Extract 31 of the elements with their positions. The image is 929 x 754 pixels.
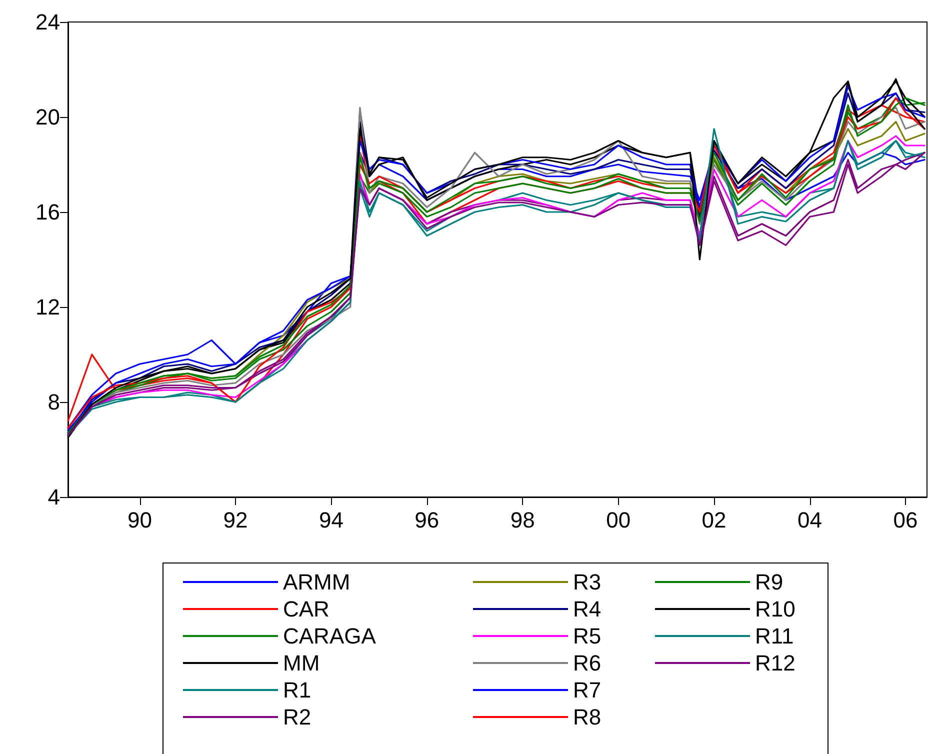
legend-label: R9 bbox=[755, 570, 784, 594]
x-tick-label: 96 bbox=[414, 508, 440, 532]
x-tick-label: 92 bbox=[223, 508, 248, 532]
legend-label: CARAGA bbox=[283, 624, 376, 648]
x-tick-label: 06 bbox=[893, 508, 918, 532]
legend-label: R8 bbox=[573, 704, 602, 730]
legend-label: R10 bbox=[755, 596, 796, 622]
x-tick-label: 94 bbox=[318, 508, 344, 532]
x-tick-label: 98 bbox=[510, 508, 535, 532]
x-tick-label: 90 bbox=[128, 508, 152, 532]
legend-label: CAR bbox=[283, 596, 330, 622]
legend-label: MM bbox=[283, 650, 320, 676]
x-tick-label: 00 bbox=[606, 508, 631, 532]
legend-label: R5 bbox=[573, 624, 602, 648]
y-tick-label: 16 bbox=[36, 200, 60, 224]
legend-label: R11 bbox=[755, 624, 794, 648]
x-tick-label: 04 bbox=[798, 508, 822, 532]
legend-label: R3 bbox=[573, 570, 602, 594]
legend-label: R7 bbox=[573, 678, 602, 702]
y-tick-label: 20 bbox=[36, 104, 60, 130]
legend-label: R4 bbox=[573, 596, 602, 622]
legend-label: R2 bbox=[283, 704, 312, 730]
legend-label: R12 bbox=[755, 650, 796, 676]
legend-label: R1 bbox=[283, 678, 312, 702]
x-tick-label: 02 bbox=[702, 508, 726, 532]
y-tick-label: 12 bbox=[36, 294, 60, 320]
y-tick-label: 24 bbox=[36, 10, 60, 34]
y-tick-label: 8 bbox=[48, 390, 60, 414]
legend-label: ARMM bbox=[283, 570, 350, 594]
y-tick-label: 4 bbox=[48, 484, 60, 510]
legend-label: R6 bbox=[573, 650, 602, 676]
